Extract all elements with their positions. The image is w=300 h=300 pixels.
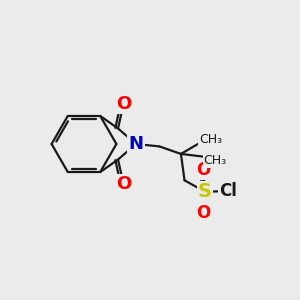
Text: S: S xyxy=(198,182,212,201)
Text: CH₃: CH₃ xyxy=(200,133,223,146)
Text: N: N xyxy=(128,135,143,153)
Text: CH₃: CH₃ xyxy=(204,154,227,167)
Text: O: O xyxy=(116,175,131,193)
Text: O: O xyxy=(196,161,211,179)
Text: O: O xyxy=(116,95,131,113)
Text: O: O xyxy=(196,204,211,222)
Text: Cl: Cl xyxy=(219,182,237,200)
